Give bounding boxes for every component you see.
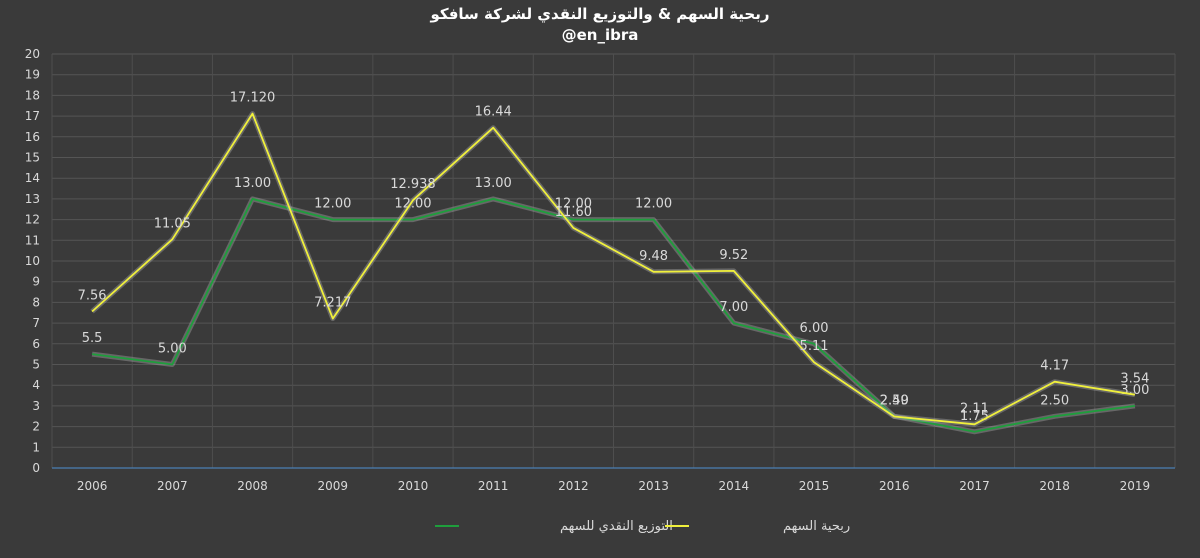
- eps-data-label: 11.60: [555, 205, 592, 220]
- x-tick-label: 2013: [638, 479, 669, 493]
- chart-title: ربحية السهم & والتوزيع النقدي لشركة سافك…: [430, 5, 770, 23]
- x-tick-label: 2010: [398, 479, 429, 493]
- cash-dividend-data-label: 12.00: [314, 197, 351, 212]
- cash-dividend-data-label: 12.00: [635, 197, 672, 212]
- eps-data-label: 12.938: [390, 177, 436, 192]
- y-tick-label: 0: [32, 461, 40, 475]
- eps-data-label: 9.48: [639, 249, 668, 264]
- y-tick-label: 3: [32, 399, 40, 413]
- y-tick-label: 4: [32, 378, 40, 392]
- y-tick-label: 13: [25, 192, 40, 206]
- eps-data-label: 5.11: [800, 339, 829, 354]
- eps-data-label: 3.54: [1120, 372, 1149, 387]
- eps-data-label: 7.56: [78, 289, 107, 304]
- y-tick-label: 14: [25, 171, 40, 185]
- x-tick-label: 2012: [558, 479, 589, 493]
- eps-data-label: 16.44: [475, 105, 512, 120]
- y-tick-label: 20: [25, 47, 40, 61]
- eps-data-label: 7.217: [314, 296, 351, 311]
- y-tick-label: 6: [32, 337, 40, 351]
- cash-dividend-data-label: 6.00: [800, 321, 829, 336]
- cash-dividend-data-label: 2.50: [1040, 393, 1069, 408]
- y-tick-label: 8: [32, 295, 40, 309]
- cash-dividend-data-label: 5.5: [82, 331, 103, 346]
- x-tick-label: 2018: [1039, 479, 1070, 493]
- y-tick-label: 7: [32, 316, 40, 330]
- eps-data-label: 4.17: [1040, 359, 1069, 374]
- series-eps-line: [91, 112, 1136, 426]
- x-tick-label: 2006: [77, 479, 108, 493]
- legend-label: ربحية السهم: [783, 519, 850, 534]
- cash-dividend-data-label: 2.50: [880, 393, 909, 408]
- cash-dividend-data-label: 12.00: [394, 197, 431, 212]
- eps-data-label: 2.49: [880, 393, 909, 408]
- x-tick-label: 2009: [317, 479, 348, 493]
- y-tick-label: 1: [32, 440, 40, 454]
- y-tick-label: 9: [32, 275, 40, 289]
- eps-data-label: 17.120: [230, 91, 276, 106]
- cash-dividend-data-label: 5.00: [158, 342, 187, 357]
- y-tick-label: 19: [25, 68, 40, 82]
- x-tick-label: 2015: [799, 479, 830, 493]
- eps-data-label: 9.52: [719, 248, 748, 263]
- eps-data-label: 2.11: [960, 401, 989, 416]
- x-tick-label: 2014: [719, 479, 750, 493]
- cash-dividend-data-label: 12.00: [555, 197, 592, 212]
- x-tick-label: 2011: [478, 479, 509, 493]
- cash-dividend-data-label: 7.00: [719, 300, 748, 315]
- legend-label: التوزيع النقدي للسهم: [560, 519, 673, 534]
- y-tick-label: 12: [25, 213, 40, 227]
- y-tick-label: 15: [25, 151, 40, 165]
- y-tick-label: 18: [25, 88, 40, 102]
- y-tick-label: 2: [32, 420, 40, 434]
- chart-subtitle: @en_ibra: [561, 26, 639, 44]
- x-tick-label: 2008: [237, 479, 268, 493]
- y-tick-label: 17: [25, 109, 40, 123]
- cash-dividend-data-label: 13.00: [475, 176, 512, 191]
- x-tick-label: 2019: [1120, 479, 1151, 493]
- series-cash-dividend-line: [91, 197, 1136, 433]
- cash-dividend-data-label: 13.00: [234, 176, 271, 191]
- eps-data-label: 11.05: [154, 216, 191, 231]
- x-tick-label: 2016: [879, 479, 910, 493]
- y-tick-label: 5: [32, 358, 40, 372]
- y-tick-label: 11: [25, 233, 40, 247]
- y-tick-label: 10: [25, 254, 40, 268]
- x-tick-label: 2017: [959, 479, 990, 493]
- y-tick-label: 16: [25, 130, 40, 144]
- x-tick-label: 2007: [157, 479, 188, 493]
